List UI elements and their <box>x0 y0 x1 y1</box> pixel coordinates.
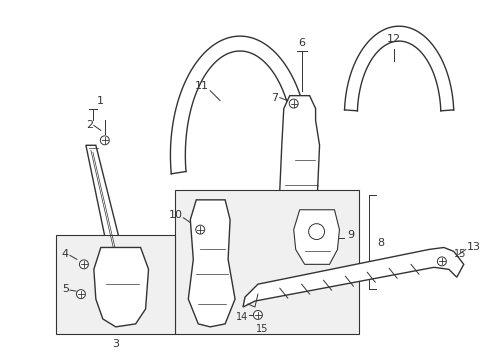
Polygon shape <box>86 145 130 289</box>
Polygon shape <box>243 247 463 307</box>
Text: 3: 3 <box>112 339 119 349</box>
Text: 13: 13 <box>466 243 480 252</box>
Text: 14: 14 <box>235 312 247 322</box>
FancyBboxPatch shape <box>175 190 359 334</box>
Circle shape <box>289 99 298 108</box>
Text: 1: 1 <box>97 96 103 105</box>
Text: 10: 10 <box>168 210 182 220</box>
Polygon shape <box>293 210 339 264</box>
Text: 15: 15 <box>453 249 465 260</box>
Circle shape <box>195 225 204 234</box>
Text: 12: 12 <box>386 34 400 44</box>
Circle shape <box>436 257 446 266</box>
FancyBboxPatch shape <box>56 235 175 334</box>
Text: 15: 15 <box>255 324 267 334</box>
Text: 5: 5 <box>62 284 69 294</box>
Polygon shape <box>279 96 319 215</box>
Circle shape <box>79 260 88 269</box>
Circle shape <box>308 224 324 239</box>
Circle shape <box>76 290 85 298</box>
Text: 9: 9 <box>346 230 354 239</box>
Text: 6: 6 <box>298 38 305 48</box>
Text: 7: 7 <box>270 93 277 103</box>
Text: 4: 4 <box>62 249 69 260</box>
Polygon shape <box>94 247 148 327</box>
Text: 11: 11 <box>195 81 209 91</box>
Circle shape <box>253 310 262 319</box>
Circle shape <box>100 136 109 145</box>
Text: 2: 2 <box>85 121 93 130</box>
Text: 8: 8 <box>376 238 384 248</box>
Polygon shape <box>188 200 235 327</box>
